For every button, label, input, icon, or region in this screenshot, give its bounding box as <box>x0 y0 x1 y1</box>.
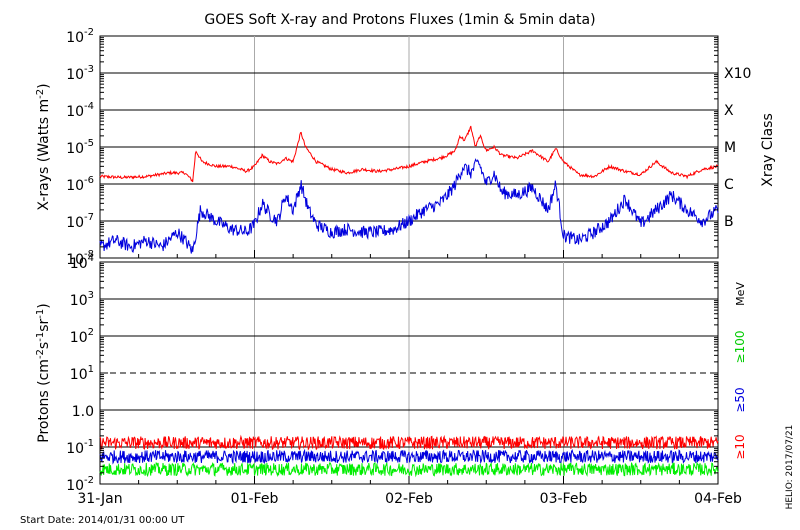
x-tick-label-0: 31-Jan <box>77 491 122 507</box>
x-tick-label-3: 03-Feb <box>540 491 588 507</box>
proton-series-1 <box>99 448 719 465</box>
xray-y-label: X-rays (Watts m-2) <box>35 83 52 210</box>
xray-class-label-M: M <box>724 140 736 156</box>
xray-class-label-C: C <box>724 177 734 193</box>
proton-tick-label-2: 102 <box>70 327 94 346</box>
xray-tick-label-2: 10-4 <box>66 101 94 120</box>
proton-tick-label-6: 10-2 <box>66 475 94 494</box>
xray-tick-label-0: 10-2 <box>66 27 94 46</box>
proton-series-0 <box>99 434 719 451</box>
xray-class-label-X: X <box>724 103 734 119</box>
proton-tick-label-4: 1.0 <box>72 404 94 420</box>
proton-tick-label-5: 10-1 <box>66 438 94 457</box>
legend-ge50: ≥50 <box>733 387 747 412</box>
xray-tick-label-3: 10-5 <box>66 138 94 157</box>
proton-tick-label-1: 103 <box>70 290 94 309</box>
xray-series-1 <box>99 158 719 254</box>
xray-series-0 <box>99 125 719 183</box>
xray-tick-label-6: 10-8 <box>66 249 94 268</box>
xray-class-label-B: B <box>724 214 734 230</box>
proton-tick-label-3: 101 <box>70 364 94 383</box>
legend-ge100: ≥100 <box>733 331 747 364</box>
xray-tick-label-5: 10-7 <box>66 212 94 231</box>
xray-class-label-X10: X10 <box>724 66 751 82</box>
legend-ge10: ≥10 <box>733 434 747 459</box>
x-tick-label-4: 04-Feb <box>694 491 742 507</box>
xray-tick-label-4: 10-6 <box>66 175 94 194</box>
proton-tick-label-0: 104 <box>70 253 94 272</box>
xray-class-axis-label: Xray Class <box>760 113 776 187</box>
x-tick-label-1: 01-Feb <box>231 491 279 507</box>
chart-title: GOES Soft X-ray and Protons Fluxes (1min… <box>204 12 595 28</box>
x-tick-label-2: 02-Feb <box>385 491 433 507</box>
xray-tick-label-1: 10-3 <box>66 64 94 83</box>
proton-series-2 <box>99 461 719 478</box>
start-date-label: Start Date: 2014/01/31 00:00 UT <box>20 515 185 526</box>
proton-y-label: Protons (cm-2s-1sr-1) <box>35 303 52 442</box>
credit-label: HELIO: 2017/07/21 <box>785 425 795 510</box>
energy-unit-label: MeV <box>734 282 747 306</box>
